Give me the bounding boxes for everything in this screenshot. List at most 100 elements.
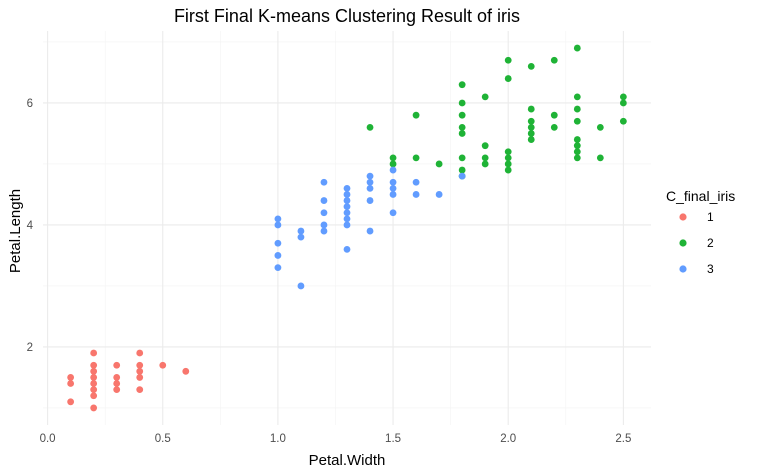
data-point-cluster-2 xyxy=(458,99,466,107)
y-tick-label: 6 xyxy=(27,98,33,110)
data-point-cluster-2 xyxy=(458,166,466,174)
legend-label-1: 1 xyxy=(707,210,714,224)
data-point-cluster-1 xyxy=(90,361,98,369)
data-point-cluster-2 xyxy=(527,105,535,113)
data-point-cluster-1 xyxy=(67,398,75,406)
data-point-cluster-2 xyxy=(550,56,558,64)
data-point-cluster-2 xyxy=(527,117,535,125)
data-point-cluster-2 xyxy=(504,154,512,162)
data-point-cluster-3 xyxy=(435,191,443,198)
data-points xyxy=(67,44,627,412)
x-axis-label: Petal.Width xyxy=(309,452,386,469)
data-point-cluster-3 xyxy=(412,191,420,198)
data-point-cluster-2 xyxy=(389,160,397,168)
data-point-cluster-2 xyxy=(573,44,581,52)
data-point-cluster-2 xyxy=(435,160,443,168)
data-point-cluster-1 xyxy=(90,392,98,400)
data-point-cluster-2 xyxy=(527,123,535,131)
data-point-cluster-1 xyxy=(67,380,75,387)
data-point-cluster-3 xyxy=(343,197,351,204)
data-point-cluster-3 xyxy=(343,209,351,217)
data-point-cluster-1 xyxy=(90,404,98,412)
data-point-cluster-2 xyxy=(458,123,466,131)
data-point-cluster-2 xyxy=(550,123,558,131)
data-point-cluster-3 xyxy=(274,252,282,259)
legend-label-2: 2 xyxy=(707,236,714,250)
data-point-cluster-3 xyxy=(274,215,282,223)
data-point-cluster-1 xyxy=(113,380,121,387)
y-tick-label: 2 xyxy=(27,342,33,354)
data-point-cluster-2 xyxy=(619,117,627,125)
data-point-cluster-2 xyxy=(458,81,466,89)
x-tick-label: 2.0 xyxy=(500,433,516,445)
data-point-cluster-1 xyxy=(136,349,144,357)
data-point-cluster-2 xyxy=(573,154,581,162)
data-point-cluster-2 xyxy=(366,123,374,131)
data-point-cluster-1 xyxy=(113,386,121,394)
data-point-cluster-2 xyxy=(412,154,420,162)
data-point-cluster-3 xyxy=(366,197,374,204)
data-point-cluster-3 xyxy=(366,184,374,192)
data-point-cluster-2 xyxy=(458,154,466,162)
data-point-cluster-2 xyxy=(550,111,558,119)
data-point-cluster-3 xyxy=(274,221,282,229)
x-tick-label: 1.5 xyxy=(385,433,401,445)
data-point-cluster-1 xyxy=(159,361,167,369)
data-point-cluster-2 xyxy=(573,148,581,156)
data-point-cluster-2 xyxy=(504,75,512,82)
data-point-cluster-2 xyxy=(458,111,466,119)
data-point-cluster-3 xyxy=(274,264,282,272)
data-point-cluster-2 xyxy=(527,62,535,70)
data-point-cluster-3 xyxy=(343,203,351,211)
data-point-cluster-1 xyxy=(136,374,144,381)
data-point-cluster-1 xyxy=(113,361,121,369)
data-point-cluster-3 xyxy=(297,233,305,241)
legend-key-2 xyxy=(679,239,687,247)
x-tick-label: 1.0 xyxy=(270,433,286,445)
y-axis-label: Petal.Length xyxy=(7,189,24,273)
x-tick-label: 0.0 xyxy=(40,433,56,445)
data-point-cluster-3 xyxy=(343,184,351,192)
data-point-cluster-2 xyxy=(573,117,581,125)
data-point-cluster-2 xyxy=(596,123,604,131)
data-point-cluster-1 xyxy=(90,374,98,381)
data-point-cluster-1 xyxy=(90,349,98,357)
chart-title: First Final K-means Clustering Result of… xyxy=(174,6,520,26)
data-point-cluster-3 xyxy=(343,215,351,223)
data-point-cluster-2 xyxy=(573,136,581,143)
data-point-cluster-3 xyxy=(366,227,374,235)
data-point-cluster-2 xyxy=(481,142,489,150)
data-point-cluster-1 xyxy=(90,386,98,394)
data-point-cluster-1 xyxy=(113,374,121,381)
data-point-cluster-2 xyxy=(389,154,397,162)
data-point-cluster-2 xyxy=(481,154,489,162)
data-point-cluster-2 xyxy=(481,93,489,101)
data-point-cluster-3 xyxy=(274,239,282,247)
data-point-cluster-3 xyxy=(366,172,374,180)
data-point-cluster-3 xyxy=(366,178,374,186)
data-point-cluster-3 xyxy=(320,209,328,217)
data-point-cluster-3 xyxy=(320,178,328,186)
data-point-cluster-1 xyxy=(136,386,144,394)
data-point-cluster-2 xyxy=(573,105,581,113)
data-point-cluster-1 xyxy=(136,367,144,375)
data-point-cluster-3 xyxy=(389,184,397,192)
data-point-cluster-3 xyxy=(389,166,397,174)
data-point-cluster-2 xyxy=(504,56,512,64)
data-point-cluster-2 xyxy=(504,166,512,174)
y-tick-label: 4 xyxy=(27,220,34,232)
data-point-cluster-2 xyxy=(412,111,420,119)
data-point-cluster-3 xyxy=(320,197,328,204)
data-point-cluster-1 xyxy=(136,361,144,369)
legend: C_final_iris 1 2 3 xyxy=(666,188,735,276)
data-point-cluster-3 xyxy=(343,191,351,198)
data-point-cluster-3 xyxy=(320,221,328,229)
x-axis-ticks: 0.0 0.5 1.0 1.5 2.0 2.5 xyxy=(40,433,632,445)
data-point-cluster-1 xyxy=(90,380,98,387)
data-point-cluster-1 xyxy=(90,367,98,375)
data-point-cluster-2 xyxy=(504,160,512,168)
y-axis-ticks: 2 4 6 xyxy=(27,98,34,354)
legend-title: C_final_iris xyxy=(666,188,735,204)
data-point-cluster-3 xyxy=(458,172,466,180)
